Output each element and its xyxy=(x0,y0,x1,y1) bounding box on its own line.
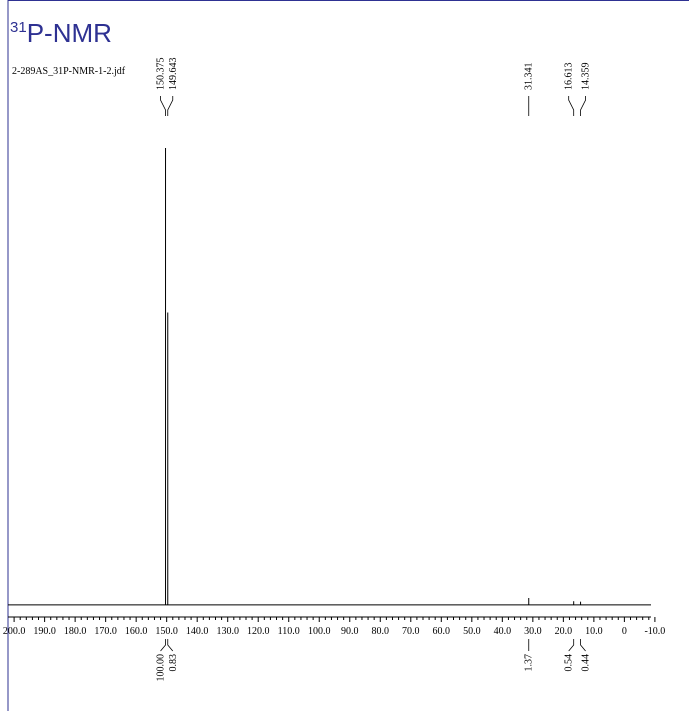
x-tick-label: 170.0 xyxy=(94,626,117,637)
x-tick-label: 200.0 xyxy=(3,626,26,637)
title-text: P-NMR xyxy=(27,18,112,48)
x-tick-label: 130.0 xyxy=(216,626,239,637)
integral-label: 0.44 xyxy=(581,654,592,672)
x-tick-label: 30.0 xyxy=(524,626,542,637)
x-tick-label: 190.0 xyxy=(33,626,56,637)
integral-bracket xyxy=(580,639,586,652)
integral-label: 0.54 xyxy=(564,654,575,672)
x-tick-label: -10.0 xyxy=(644,626,665,637)
x-tick-label: 0 xyxy=(622,626,627,637)
x-tick-label: 20.0 xyxy=(555,626,573,637)
x-tick-label: 100.0 xyxy=(308,626,331,637)
peak-connector xyxy=(160,96,166,116)
x-tick-label: 110.0 xyxy=(278,626,300,637)
integral-bracket xyxy=(167,639,174,652)
peak-label: 14.359 xyxy=(581,63,592,91)
integral-label: 1.37 xyxy=(524,654,535,672)
peak-connector xyxy=(167,96,174,116)
peak-label: 150.375 xyxy=(156,58,167,91)
integral-bracket xyxy=(568,639,575,652)
peak-label: 31.341 xyxy=(524,63,535,91)
integral-label: 0.83 xyxy=(168,654,179,672)
x-tick-label: 60.0 xyxy=(433,626,451,637)
x-tick-label: 150.0 xyxy=(155,626,178,637)
x-tick-label: 140.0 xyxy=(186,626,209,637)
peak-label: 16.613 xyxy=(564,63,575,91)
x-tick-label: 70.0 xyxy=(402,626,420,637)
x-tick-label: 120.0 xyxy=(247,626,270,637)
integral-bracket xyxy=(160,639,166,652)
x-tick-label: 80.0 xyxy=(372,626,390,637)
x-tick-label: 50.0 xyxy=(463,626,481,637)
peak-connector xyxy=(568,96,575,116)
x-tick-label: 160.0 xyxy=(125,626,148,637)
peak-connector xyxy=(580,96,586,116)
peak-label: 149.643 xyxy=(168,58,179,91)
x-tick-label: 90.0 xyxy=(341,626,359,637)
x-tick-label: 40.0 xyxy=(494,626,512,637)
x-tick-label: 180.0 xyxy=(64,626,87,637)
title-superscript: 31 xyxy=(10,19,27,36)
chart-title: 31P-NMR xyxy=(10,18,112,48)
x-tick-label: 10.0 xyxy=(585,626,603,637)
integral-label: 100.00 xyxy=(156,654,167,682)
file-name: 2-289AS_31P-NMR-1-2.jdf xyxy=(12,66,126,77)
